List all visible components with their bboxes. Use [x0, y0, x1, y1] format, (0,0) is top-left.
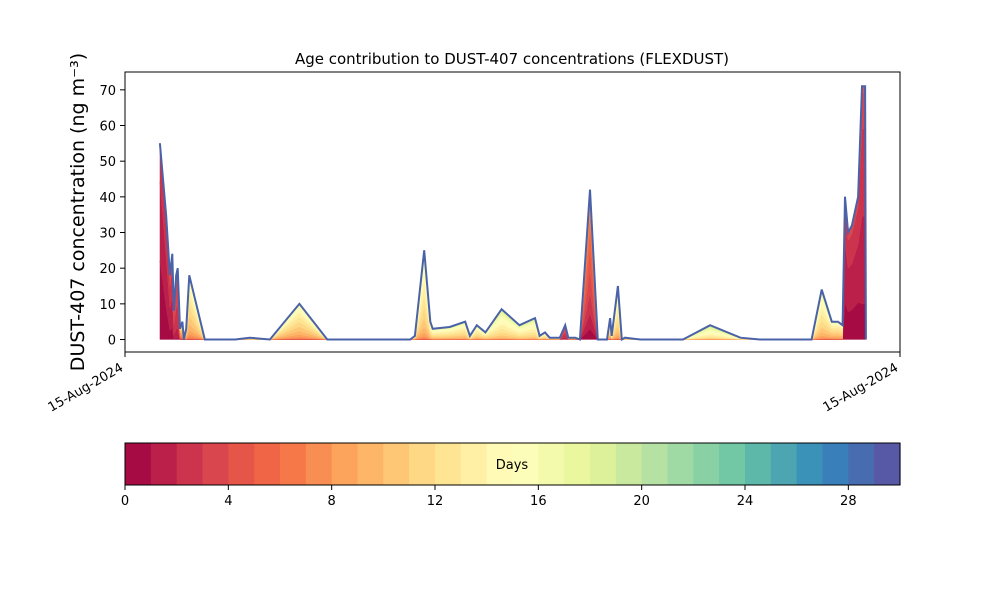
colorbar-bin-20 — [641, 443, 669, 485]
colorbar-bin-11 — [409, 443, 436, 485]
area-layer-day-27 — [159, 86, 867, 340]
colorbar-tick-label: 8 — [328, 494, 336, 509]
area-layer-day-6 — [159, 86, 867, 340]
area-layer-day-1 — [159, 181, 867, 340]
area-layer-day-15 — [159, 86, 867, 340]
colorbar-bin-1 — [150, 443, 178, 485]
colorbar-tick-label: 4 — [224, 494, 232, 509]
colorbar-bin-24 — [745, 443, 772, 485]
area-layer-day-12 — [159, 86, 867, 340]
colorbar-bin-4 — [228, 443, 255, 485]
colorbar-bin-29 — [874, 443, 901, 485]
colorbar-bin-2 — [176, 443, 204, 485]
colorbar-bin-3 — [202, 443, 229, 485]
area-layer-day-11 — [159, 86, 867, 341]
area-layer-day-7 — [159, 86, 867, 340]
colorbar-bin-13 — [460, 443, 488, 485]
area-layer-day-20 — [159, 86, 867, 340]
area-layer-day-23 — [159, 86, 867, 340]
y-tick-label: 0 — [108, 334, 116, 349]
total-line — [158, 85, 867, 342]
y-axis-label: DUST-407 concentration (ng m⁻³) — [67, 53, 89, 371]
colorbar: 0 4 8 12 16 20 24 28 — [121, 442, 901, 509]
y-tick-label: 20 — [99, 262, 116, 277]
colorbar-bin-8 — [331, 443, 359, 485]
area-layer-day-26 — [159, 86, 867, 340]
area-layer-day-8 — [159, 86, 867, 340]
colorbar-tick-label: 12 — [427, 494, 444, 509]
area-layer-day-19 — [159, 86, 867, 340]
colorbar-bin-5 — [254, 443, 281, 485]
colorbar-bin-27 — [822, 443, 849, 485]
x-tick-label: 15-Aug-2024 — [821, 360, 901, 415]
area-layer-day-21 — [159, 86, 867, 340]
colorbar-tick-label: 24 — [737, 494, 754, 509]
colorbar-frame — [124, 442, 901, 486]
area-layer-day-25 — [159, 86, 867, 340]
colorbar-bin-16 — [538, 443, 565, 485]
colorbar-bin-0 — [125, 443, 152, 485]
area-layer-day-29 — [159, 86, 867, 340]
colorbar-bin-21 — [667, 443, 694, 485]
area-layer-day-5 — [159, 86, 867, 340]
y-tick-label: 30 — [99, 227, 116, 242]
y-tick-label: 50 — [99, 155, 116, 170]
chart-title: Age contribution to DUST-407 concentrati… — [295, 50, 729, 68]
colorbar-bin-15 — [512, 443, 539, 485]
area-layer-day-16 — [159, 86, 867, 340]
colorbar-bin-18 — [590, 443, 617, 485]
colorbar-bin-6 — [280, 443, 307, 485]
area-layer-day-18 — [159, 86, 867, 340]
area-layer-day-24 — [159, 86, 867, 340]
area-layer-day-9 — [159, 86, 867, 340]
colorbar-bin-10 — [383, 443, 410, 485]
plot-frame — [124, 71, 901, 353]
colorbar-tick-label: 28 — [840, 494, 857, 509]
stacked-areas — [158, 85, 867, 342]
colorbar-bin-28 — [848, 443, 875, 485]
area-layer-day-3 — [159, 92, 867, 340]
colorbar-bin-19 — [615, 443, 643, 485]
area-layer-day-17 — [159, 86, 867, 340]
x-axis: 15-Aug-2024 15-Aug-2024 — [46, 352, 901, 416]
area-layer-day-4 — [159, 86, 867, 340]
colorbar-bin-14 — [486, 443, 514, 485]
area-layer-day-2 — [159, 128, 867, 340]
colorbar-tick-label: 0 — [121, 494, 129, 509]
colorbar-bin-26 — [796, 443, 824, 485]
area-layer-day-14 — [159, 86, 867, 340]
colorbar-bin-23 — [719, 443, 746, 485]
colorbar-tick-label: 16 — [530, 494, 547, 509]
colorbar-bin-12 — [435, 443, 462, 485]
colorbar-bin-7 — [305, 443, 333, 485]
colorbar-bin-17 — [564, 443, 591, 485]
area-layer-day-13 — [159, 86, 867, 340]
y-tick-label: 40 — [99, 191, 116, 206]
y-tick-label: 70 — [99, 84, 116, 99]
y-axis: 0 10 20 30 40 50 60 70 — [99, 84, 125, 349]
y-tick-label: 10 — [99, 298, 116, 313]
colorbar-tick-label: 20 — [633, 494, 650, 509]
y-tick-label: 60 — [99, 120, 116, 135]
colorbar-bin-9 — [357, 443, 384, 485]
area-layer-day-28 — [159, 86, 867, 340]
area-layer-day-10 — [159, 86, 867, 341]
area-layer-day-22 — [159, 86, 867, 340]
colorbar-bin-25 — [770, 443, 798, 485]
colorbar-label: Days — [496, 458, 529, 473]
colorbar-bin-22 — [693, 443, 720, 485]
